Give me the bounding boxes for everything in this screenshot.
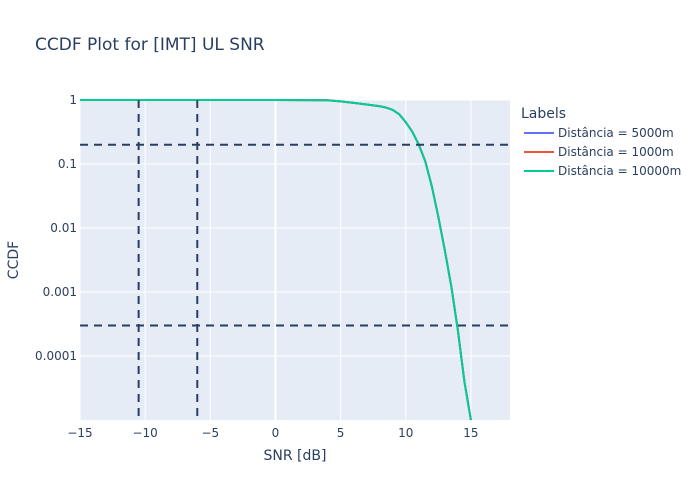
x-tick-label: −15 <box>67 426 92 440</box>
grid-lines <box>79 99 510 420</box>
x-tick-label: −5 <box>201 426 219 440</box>
legend-label: Distância = 5000m <box>558 126 674 140</box>
chart-title: CCDF Plot for [IMT] UL SNR <box>35 35 265 55</box>
legend-label: Distância = 10000m <box>558 164 681 178</box>
plot-area <box>80 100 510 420</box>
x-axis-ticks: −15 −10 −5 0 5 10 15 <box>67 426 478 440</box>
x-tick-label: 0 <box>272 426 280 440</box>
y-axis-ticks: 1 0.1 0.01 0.001 0.0001 <box>35 93 77 363</box>
x-tick-label: −10 <box>132 426 157 440</box>
x-tick-label: 5 <box>337 426 345 440</box>
legend: Labels Distância = 5000m Distância = 1000… <box>521 106 681 178</box>
y-tick-label: 0.1 <box>58 157 77 171</box>
y-tick-label: 0.001 <box>43 285 77 299</box>
y-tick-label: 1 <box>69 93 77 107</box>
x-axis-title: SNR [dB] <box>264 448 327 464</box>
y-tick-label: 0.01 <box>50 221 77 235</box>
y-axis-title: CCDF <box>6 241 22 279</box>
x-tick-label: 10 <box>398 426 413 440</box>
y-tick-label: 0.0001 <box>35 349 77 363</box>
series-line-3 <box>80 99 472 421</box>
series-lines <box>80 99 472 421</box>
reference-lines <box>80 100 510 420</box>
legend-title: Labels <box>521 106 566 122</box>
legend-label: Distância = 1000m <box>558 145 674 159</box>
x-tick-label: 15 <box>463 426 478 440</box>
